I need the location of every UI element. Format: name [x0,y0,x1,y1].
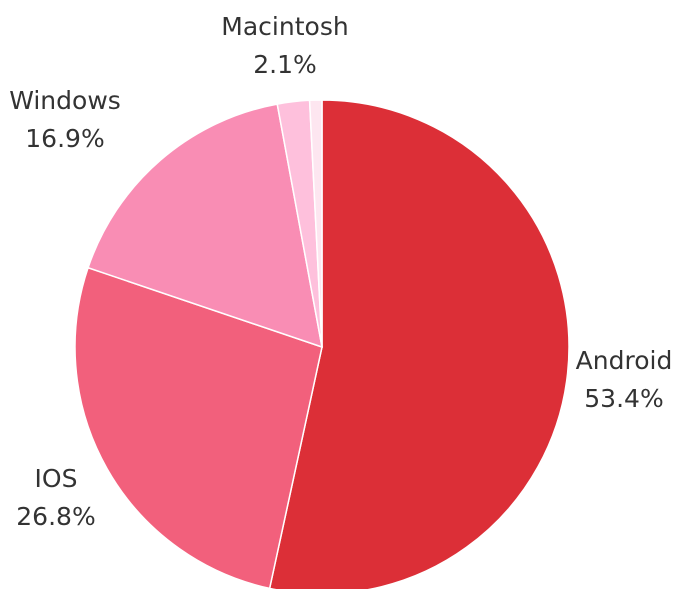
pie-slice-other-4 [308,99,323,348]
slice-value-windows: 16.9% [25,124,104,153]
slice-value-ios: 26.8% [16,502,95,531]
slice-value-macintosh: 2.1% [253,50,317,79]
slice-label-windows: Windows [9,86,121,115]
pie-labels: Android 53.4% IOS 26.8% Windows 16.9% Macintos… [9,12,672,531]
slice-label-ios: IOS [35,464,78,493]
slice-label-android: Android [576,346,673,375]
slice-label-macintosh: Macintosh [221,12,348,41]
slice-value-android: 53.4% [584,384,663,413]
pie-slice-android [268,99,570,593]
pie-slice-windows [87,103,323,349]
pie-slice-ios [74,266,323,590]
pie-slices [74,99,570,593]
